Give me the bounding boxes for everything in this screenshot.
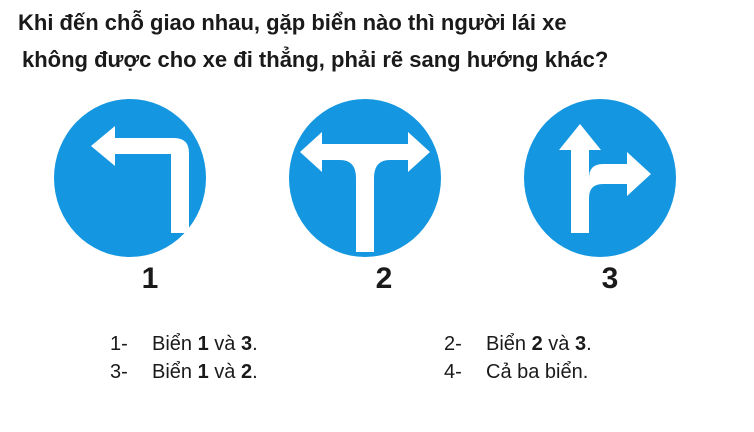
- answer-index: 2-: [444, 333, 462, 355]
- answer-option-4[interactable]: 4- Cả ba biển.: [444, 358, 588, 386]
- answer-index: 4-: [444, 361, 462, 383]
- question-text: Khi đến chỗ giao nhau, gặp biển nào thì …: [18, 4, 744, 78]
- answer-index: 3-: [110, 361, 128, 383]
- answer-mid: và: [208, 361, 241, 383]
- answer-bold-value: 2: [531, 333, 543, 355]
- answer-suffix: .: [252, 361, 258, 383]
- sign-3: [523, 98, 677, 258]
- answer-option-1[interactable]: 1- Biển 1 và 3.: [110, 330, 258, 358]
- answer-bold-value: 2: [240, 361, 253, 383]
- answer-prefix: Biển: [152, 361, 198, 383]
- answer-option-2[interactable]: 2- Biển 2 và 3.: [444, 330, 592, 358]
- turn-left-arrow-icon: [54, 99, 206, 257]
- sign-2: [288, 98, 442, 258]
- answer-bold-value: 1: [197, 361, 209, 383]
- answer-bold-value: 3: [574, 333, 587, 355]
- sign-number-3: 3: [601, 262, 619, 295]
- answer-index: 1-: [110, 333, 128, 355]
- answer-prefix: Biển: [152, 333, 198, 355]
- answer-text: Cả ba biển.: [486, 361, 589, 383]
- answer-mid: và: [542, 333, 575, 355]
- sign-number-1: 1: [141, 262, 159, 295]
- answer-suffix: .: [252, 333, 258, 355]
- answer-prefix: Biển: [486, 333, 532, 355]
- sign-1: [53, 98, 207, 258]
- answer-bold-value: 3: [240, 333, 253, 355]
- question-line-2: không được cho xe đi thẳng, phải rẽ sang…: [22, 47, 609, 72]
- answer-option-3[interactable]: 3- Biển 1 và 2.: [110, 358, 258, 386]
- answer-mid: và: [208, 333, 241, 355]
- signs-row: [0, 98, 754, 258]
- left-right-arrow-icon: [289, 99, 441, 257]
- answer-bold-value: 1: [197, 333, 209, 355]
- question-line-1: Khi đến chỗ giao nhau, gặp biển nào thì …: [18, 10, 567, 35]
- straight-or-right-arrow-icon: [524, 99, 676, 257]
- answer-suffix: .: [586, 333, 592, 355]
- sign-number-2: 2: [375, 262, 393, 295]
